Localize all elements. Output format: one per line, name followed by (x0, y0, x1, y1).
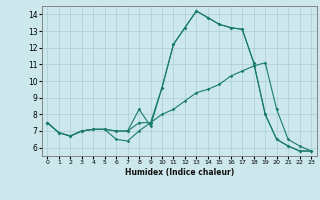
X-axis label: Humidex (Indice chaleur): Humidex (Indice chaleur) (124, 168, 234, 177)
